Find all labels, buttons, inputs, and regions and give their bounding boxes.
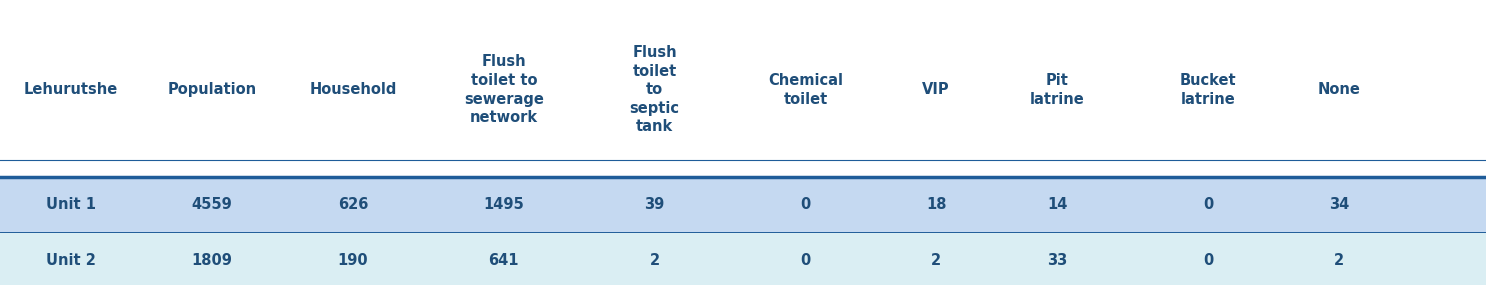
Text: Unit 1: Unit 1 — [46, 197, 95, 212]
Text: 33: 33 — [1048, 253, 1067, 268]
Text: Chemical
toilet: Chemical toilet — [768, 73, 843, 107]
Bar — [0, 232, 1486, 285]
Text: 0: 0 — [801, 253, 810, 268]
Text: 39: 39 — [645, 197, 664, 212]
Text: Pit
latrine: Pit latrine — [1030, 73, 1085, 107]
Text: Flush
toilet
to
septic
tank: Flush toilet to septic tank — [630, 45, 679, 135]
Bar — [0, 177, 1486, 232]
Text: 2: 2 — [649, 253, 660, 268]
Text: Unit 2: Unit 2 — [46, 253, 95, 268]
Text: 18: 18 — [926, 197, 947, 212]
Text: 1809: 1809 — [192, 253, 232, 268]
Text: 0: 0 — [801, 197, 810, 212]
Text: VIP: VIP — [923, 82, 950, 97]
Text: None: None — [1318, 82, 1360, 97]
Text: 4559: 4559 — [192, 197, 232, 212]
Text: Household: Household — [309, 82, 397, 97]
Text: Lehurutshe: Lehurutshe — [24, 82, 117, 97]
Text: 34: 34 — [1328, 197, 1349, 212]
Text: Flush
toilet to
sewerage
network: Flush toilet to sewerage network — [464, 54, 544, 125]
Text: 2: 2 — [932, 253, 941, 268]
Text: 1495: 1495 — [483, 197, 525, 212]
Text: 190: 190 — [337, 253, 369, 268]
Text: 641: 641 — [489, 253, 519, 268]
Text: 0: 0 — [1204, 253, 1213, 268]
Text: 626: 626 — [337, 197, 369, 212]
Text: 0: 0 — [1204, 197, 1213, 212]
Text: 14: 14 — [1048, 197, 1067, 212]
Text: Bucket
latrine: Bucket latrine — [1180, 73, 1236, 107]
Text: 2: 2 — [1334, 253, 1343, 268]
Text: Population: Population — [168, 82, 256, 97]
